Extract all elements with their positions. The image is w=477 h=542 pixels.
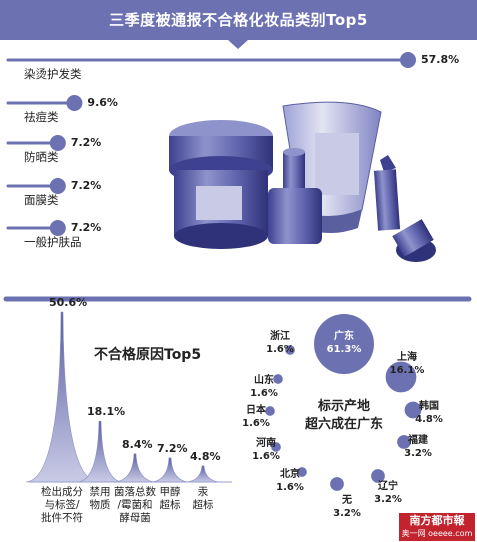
cream-jar-icon: [169, 120, 273, 249]
bar-end-dot-3: [49, 135, 66, 151]
cause-peak-5: [186, 465, 220, 483]
bubble-3: [404, 401, 422, 419]
origin-bubble-chart: [265, 314, 422, 491]
cause-value-label-1: 50.6%: [49, 296, 88, 309]
bubble-11: [285, 345, 295, 355]
bar-category-label-5: 一般护肤品: [24, 235, 82, 249]
bubble-label-8: 河南 1.6%: [252, 438, 280, 462]
bar-category-label-1: 染烫护发类: [24, 67, 82, 81]
logo-text: 南方都市報: [409, 514, 465, 527]
chart-title-origin: 标示产地 超六成在广东: [304, 399, 383, 432]
bar-value-label-4: 7.2%: [70, 179, 102, 192]
logo-subtext: 奥一网 oeeee.com: [401, 529, 473, 538]
bubble-label-9: 日本 1.6%: [242, 405, 270, 429]
bar-end-dot-4: [49, 178, 66, 194]
bottle-icon: [268, 148, 322, 244]
bubble-6: [330, 477, 344, 491]
bar-category-label-2: 祛痘类: [24, 110, 59, 124]
cause-category-label-5: 汞 超标: [192, 486, 214, 511]
cream-tube-icon: [282, 101, 382, 233]
bubble-label-11: 浙江 1.6%: [266, 331, 294, 355]
bubble-label-5: 辽宁 3.2%: [374, 481, 402, 505]
bubble-7: [297, 467, 307, 477]
cosmetics-illustration: [169, 101, 436, 262]
bar-value-label-1: 57.8%: [421, 53, 460, 66]
cause-value-label-4: 7.2%: [157, 441, 188, 455]
bubble-label-1: 广东 61.3%: [326, 331, 362, 355]
categories-bar-chart: [6, 52, 416, 236]
section-divider: [3, 296, 472, 302]
bar-end-dot-2: [66, 95, 83, 111]
bubble-label-3: 韩国 4.8%: [415, 401, 443, 425]
bubble-4: [397, 435, 411, 449]
bubble-label-6: 无 3.2%: [333, 495, 361, 519]
cause-category-label-3: 菌落总数 /霉菌和 酵母菌: [114, 486, 156, 524]
bubble-5: [371, 469, 385, 483]
causes-peak-chart: [25, 311, 232, 483]
cause-value-label-2: 18.1%: [87, 405, 126, 419]
cause-peak-2: [77, 420, 123, 483]
cause-category-label-2: 禁用 物质: [89, 486, 111, 511]
bar-end-dot-5: [49, 220, 66, 236]
chart-title-categories: 三季度被通报不合格化妆品类别Top5: [109, 11, 368, 29]
bar-value-label-5: 7.2%: [70, 221, 102, 234]
bar-value-label-3: 7.2%: [70, 136, 102, 149]
cause-peak-1: [25, 311, 99, 483]
bubble-label-10: 山东 1.6%: [250, 375, 278, 399]
title-banner-pointer: [228, 40, 248, 49]
bubble-8: [271, 442, 281, 452]
bubble-label-7: 北京 1.6%: [276, 469, 304, 493]
lipstick-icon: [373, 155, 436, 262]
bar-category-label-4: 面膜类: [24, 193, 59, 207]
bubble-9: [265, 406, 275, 416]
bubble-2: [385, 361, 417, 393]
cause-category-label-1: 检出成分 与标签/ 批件不符: [41, 486, 83, 524]
bar-value-label-2: 9.6%: [87, 96, 118, 109]
cause-peak-4: [151, 457, 189, 483]
bubble-10: [273, 374, 283, 384]
bubble-1: [314, 314, 374, 374]
cause-value-label-3: 8.4%: [122, 437, 153, 451]
cause-value-label-5: 4.8%: [190, 449, 221, 463]
chart-title-causes: 不合格原因Top5: [94, 347, 202, 363]
newspaper-logo: 南方都市報: [399, 513, 475, 541]
bar-end-dot-1: [400, 52, 416, 68]
bar-category-label-3: 防晒类: [24, 150, 59, 164]
bubble-label-2: 上海 16.1%: [389, 352, 425, 376]
bubble-label-4: 福建 3.2%: [404, 435, 432, 459]
cause-category-label-4: 甲醇 超标: [159, 486, 181, 511]
cause-peak-3: [114, 453, 156, 483]
title-banner: [0, 0, 477, 40]
